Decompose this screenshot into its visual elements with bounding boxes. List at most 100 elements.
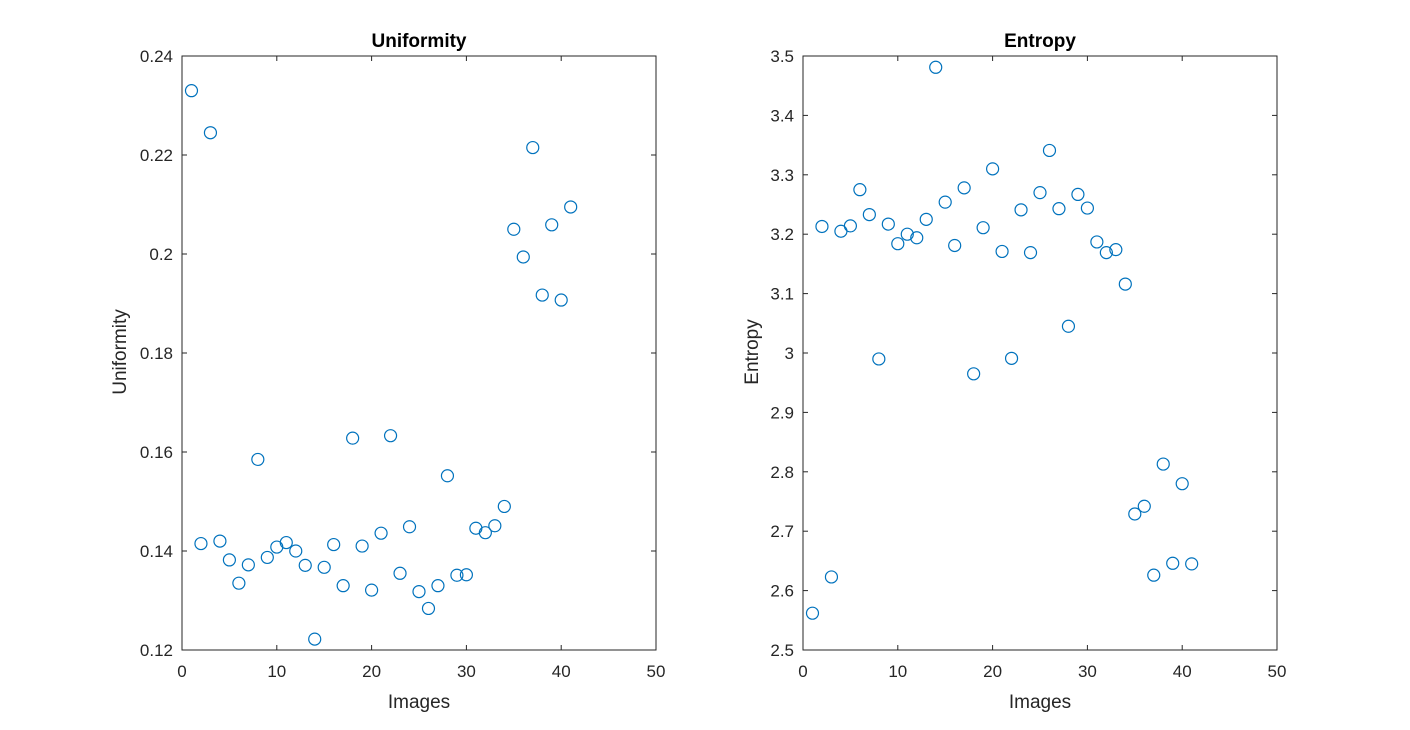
entropy-point <box>872 352 886 366</box>
entropy-point <box>948 238 962 253</box>
entropy-point <box>1166 556 1180 570</box>
entropy-xticks: 0 10 20 30 40 50 <box>798 56 1286 681</box>
uniformity-point <box>327 537 341 552</box>
uniformity-point <box>526 140 540 155</box>
uniformity-axes-box <box>181 55 657 651</box>
uniformity-ytick-label: 0.16 <box>140 443 173 462</box>
entropy-point <box>862 207 876 222</box>
entropy-point <box>853 183 867 197</box>
entropy-point <box>1147 568 1161 582</box>
entropy-point <box>1052 202 1066 216</box>
uniformity-xtick-label: 20 <box>362 662 381 681</box>
entropy-point <box>1156 457 1170 471</box>
uniformity-xtick-label: 50 <box>647 662 666 681</box>
uniformity-point <box>184 84 199 98</box>
uniformity-point <box>554 293 568 307</box>
entropy-xlabel: Images <box>1009 692 1071 713</box>
uniformity-point <box>251 452 265 467</box>
uniformity-xtick-label: 40 <box>552 662 571 681</box>
entropy-point <box>843 219 858 233</box>
entropy-point <box>881 217 895 231</box>
uniformity-ytick-label: 0.12 <box>140 641 173 660</box>
uniformity-point <box>241 558 255 572</box>
uniformity-point <box>365 583 379 597</box>
entropy-yticks: 2.5 2.6 2.7 2.8 2.9 3 3.1 3.2 3.3 3.4 3.5 <box>770 47 1277 660</box>
uniformity-ytick-label: 0.18 <box>140 344 173 363</box>
entropy-xtick-label: 20 <box>983 662 1002 681</box>
uniformity-ytick-label: 0.24 <box>140 47 173 66</box>
entropy-ytick-label: 2.7 <box>770 522 794 541</box>
entropy-xtick-label: 40 <box>1173 662 1192 681</box>
uniformity-ylabel: Uniformity <box>110 309 131 395</box>
uniformity-point <box>545 218 559 232</box>
entropy-point <box>1061 319 1076 333</box>
entropy-ytick-label: 3.5 <box>770 47 794 66</box>
entropy-point <box>900 227 914 241</box>
uniformity-point <box>203 126 218 140</box>
entropy-point <box>1175 477 1189 491</box>
uniformity-yticks: 0.12 0.14 0.16 0.18 0.2 0.22 0.24 <box>140 47 656 660</box>
uniformity-point <box>355 539 369 553</box>
entropy-point <box>1090 235 1104 249</box>
entropy-point <box>929 60 943 74</box>
uniformity-point <box>289 544 303 558</box>
entropy-point <box>967 367 981 381</box>
uniformity-point <box>336 579 350 593</box>
entropy-ytick-label: 3.3 <box>770 166 794 185</box>
entropy-point <box>1080 201 1095 215</box>
entropy-point <box>1033 186 1047 200</box>
entropy-point <box>1042 143 1057 158</box>
entropy-subplot: Entropy Images Entropy 2.5 2.6 2.7 2.8 2.9 3 3… <box>742 31 1286 713</box>
entropy-point <box>805 606 820 620</box>
entropy-ytick-label: 3.2 <box>770 225 794 244</box>
entropy-point <box>815 219 829 234</box>
uniformity-point <box>232 576 246 590</box>
entropy-ytick-label: 3.1 <box>770 285 794 304</box>
uniformity-point <box>507 222 521 236</box>
entropy-ytick-label: 2.8 <box>770 463 794 482</box>
uniformity-subplot: Uniformity Images Uniformity 0.120.140.1… <box>110 31 665 713</box>
entropy-ytick-label: 2.6 <box>770 582 794 601</box>
uniformity-title: Uniformity <box>372 31 467 52</box>
entropy-point <box>1014 203 1028 217</box>
uniformity-point <box>213 534 227 548</box>
uniformity-point <box>478 526 492 540</box>
entropy-point <box>1185 557 1199 571</box>
uniformity-point <box>346 431 360 445</box>
uniformity-point <box>279 535 293 550</box>
uniformity-point <box>421 601 436 616</box>
uniformity-point <box>412 584 426 599</box>
uniformity-point <box>497 499 511 514</box>
entropy-point <box>957 181 971 195</box>
uniformity-point <box>194 536 208 551</box>
entropy-point <box>1118 277 1132 291</box>
uniformity-point <box>459 568 473 582</box>
entropy-ytick-label: 2.9 <box>770 403 794 422</box>
entropy-point <box>891 237 905 251</box>
entropy-point <box>1128 507 1142 521</box>
uniformity-point <box>298 558 312 572</box>
uniformity-ytick-label: 0.2 <box>149 245 173 264</box>
entropy-point <box>824 570 839 584</box>
entropy-title: Entropy <box>1004 31 1076 52</box>
entropy-ytick-label: 2.5 <box>770 641 794 660</box>
uniformity-xtick-label: 10 <box>267 662 286 681</box>
entropy-point <box>1109 243 1123 257</box>
entropy-xtick-label: 10 <box>888 662 907 681</box>
uniformity-ytick-label: 0.14 <box>140 542 173 561</box>
entropy-point <box>1099 246 1113 260</box>
entropy-point <box>1004 351 1019 365</box>
entropy-point <box>1071 187 1085 202</box>
uniformity-point <box>450 568 464 582</box>
uniformity-point <box>383 429 398 443</box>
uniformity-xtick-label: 30 <box>457 662 476 681</box>
entropy-point <box>1023 246 1038 260</box>
entropy-point <box>1137 499 1151 513</box>
uniformity-point <box>535 288 549 302</box>
uniformity-point <box>402 520 417 534</box>
entropy-point <box>985 162 1000 176</box>
uniformity-point <box>374 526 388 540</box>
uniformity-point <box>260 550 274 565</box>
